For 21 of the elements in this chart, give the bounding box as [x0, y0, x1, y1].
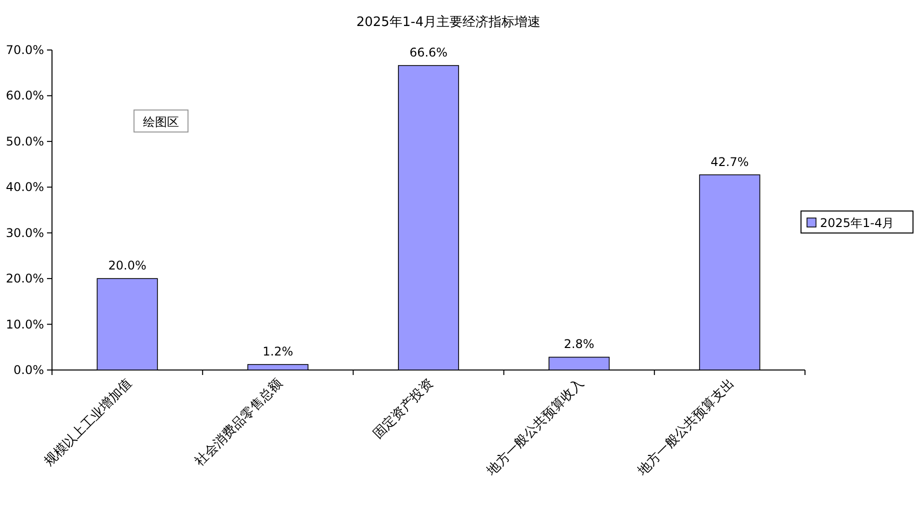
y-tick-label: 70.0% — [6, 43, 44, 57]
x-tick-label: 规模以上工业增加值 — [42, 376, 136, 470]
y-tick-label: 60.0% — [6, 88, 44, 103]
y-tick-label: 0.0% — [14, 363, 44, 377]
x-tick-label: 地方一般公共预算支出 — [634, 376, 738, 480]
chart-title: 2025年1-4月主要经济指标增速 — [356, 14, 541, 30]
text: 20.0% — [108, 258, 146, 273]
y-tick-label: 20.0% — [6, 272, 44, 286]
annotation: 绘图区 — [143, 115, 179, 129]
y-tick-label: 30.0% — [6, 226, 44, 240]
text: 2.8% — [564, 337, 594, 352]
text: 1.2% — [262, 344, 294, 359]
y-tick-label: 40.0% — [6, 180, 44, 194]
x-tick-label: 固定资产投资 — [370, 376, 436, 442]
y-tick-label: 50.0% — [6, 134, 44, 148]
x-tick-label: 社会消费品零售总额 — [192, 376, 286, 470]
text: 66.6% — [409, 46, 448, 60]
x-tick-label: 地方一般公共预算收入 — [482, 376, 587, 480]
text: 42.7% — [710, 154, 749, 169]
y-tick-label: 10.0% — [6, 317, 44, 332]
legend-label: 2025年1-4月 — [820, 216, 894, 230]
